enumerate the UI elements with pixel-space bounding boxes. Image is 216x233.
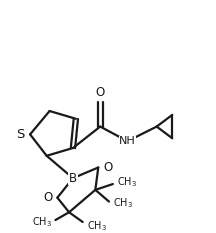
Text: $\mathregular{CH_3}$: $\mathregular{CH_3}$ — [32, 215, 52, 229]
Text: NH: NH — [119, 136, 136, 146]
Text: O: O — [43, 191, 52, 204]
Text: O: O — [103, 161, 112, 174]
Text: B: B — [69, 172, 77, 185]
Text: $\mathregular{CH_3}$: $\mathregular{CH_3}$ — [87, 219, 106, 233]
Text: $\mathregular{CH_3}$: $\mathregular{CH_3}$ — [117, 175, 137, 189]
Text: S: S — [16, 128, 24, 141]
Text: $\mathregular{CH_3}$: $\mathregular{CH_3}$ — [113, 197, 133, 210]
Text: O: O — [96, 86, 105, 99]
